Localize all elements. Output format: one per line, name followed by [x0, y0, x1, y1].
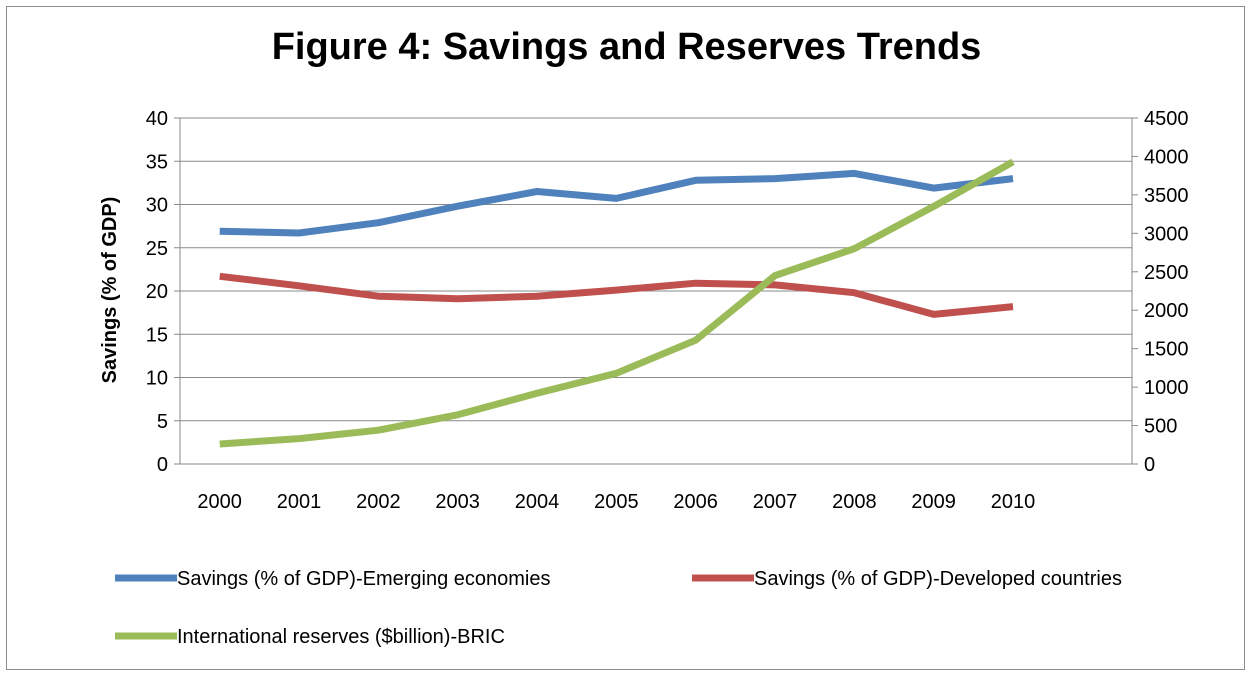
y2-tick-label: 2500: [1144, 262, 1189, 284]
y-tick-label: 15: [146, 324, 168, 346]
legend-item: Savings (% of GDP)-Emerging economies: [115, 568, 550, 590]
tick-labels: 0 5 10 15 20 25 30 35 40 0 500 1000 1500 2000 2500 3000…: [146, 108, 1189, 513]
y2-tick-label: 2000: [1144, 300, 1189, 322]
y2-tick-label: 500: [1144, 416, 1177, 438]
y-axis-label: Savings (% of GDP): [99, 197, 121, 384]
y2-tick-label: 4500: [1144, 108, 1189, 130]
x-tick-label: 2008: [832, 491, 877, 513]
y2-tick-label: 0: [1144, 454, 1155, 476]
chart-frame: [6, 6, 1245, 670]
series-line-3: [219, 158, 1015, 448]
y-tick-label: 5: [157, 411, 168, 433]
x-tick-label: 2003: [435, 491, 480, 513]
y-tick-label: 0: [157, 454, 168, 476]
x-tick-label: 2007: [753, 491, 798, 513]
y2-tick-label: 1000: [1144, 377, 1189, 399]
y-tick-label: 20: [146, 281, 168, 303]
y-tick-label: 40: [146, 108, 168, 130]
x-tick-label: 2009: [911, 491, 956, 513]
legend-label: Savings (% of GDP)-Emerging economies: [177, 568, 550, 590]
grid-lines: [180, 117, 1132, 465]
y-tick-label: 35: [146, 151, 168, 173]
y2-tick-label: 4000: [1144, 146, 1189, 168]
y-tick-label: 30: [146, 195, 168, 217]
y-tick-label: 25: [146, 238, 168, 260]
y-tick-label: 10: [146, 368, 168, 390]
series-line-2: [219, 272, 1014, 318]
y2-tick-label: 3500: [1144, 185, 1189, 207]
y2-tick-label: 3000: [1144, 223, 1189, 245]
series-lines: [219, 158, 1015, 448]
axes: [174, 117, 1138, 465]
legend-label: Savings (% of GDP)-Developed countries: [754, 568, 1122, 590]
x-tick-label: 2005: [594, 491, 639, 513]
x-tick-label: 2004: [515, 491, 560, 513]
legend-item: Savings (% of GDP)-Developed countries: [692, 568, 1122, 590]
x-tick-label: 2006: [673, 491, 718, 513]
x-tick-label: 2010: [991, 491, 1036, 513]
legend-label: International reserves ($billion)-BRIC: [177, 626, 505, 648]
legend: Savings (% of GDP)-Emerging economies Sav…: [115, 568, 1122, 648]
x-tick-label: 2002: [356, 491, 401, 513]
y2-tick-label: 1500: [1144, 339, 1189, 361]
legend-item: International reserves ($billion)-BRIC: [115, 626, 505, 648]
chart-title: Figure 4: Savings and Reserves Trends: [271, 26, 982, 68]
x-tick-label: 2000: [197, 491, 242, 513]
x-tick-label: 2001: [277, 491, 322, 513]
series-line-1: [219, 169, 1014, 237]
